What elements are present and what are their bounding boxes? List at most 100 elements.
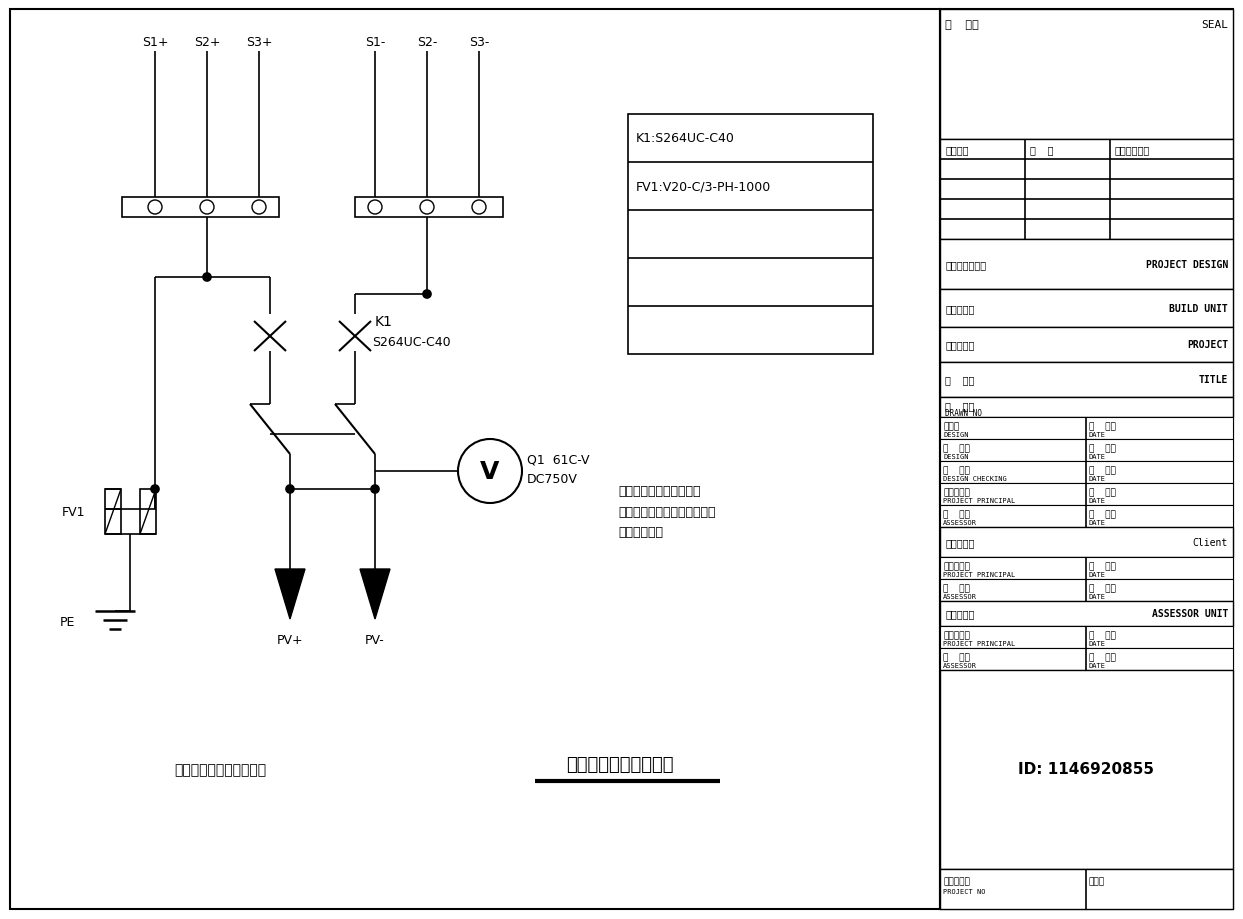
Text: PROJECT PRINCIPAL: PROJECT PRINCIPAL <box>943 572 1016 577</box>
Text: DATE: DATE <box>1089 497 1106 504</box>
Polygon shape <box>275 570 305 619</box>
Bar <box>940 601 1233 627</box>
Circle shape <box>148 200 162 215</box>
Text: DATE: DATE <box>1089 453 1106 460</box>
Text: 项目负责：: 项目负责： <box>943 630 970 640</box>
Circle shape <box>203 274 211 282</box>
Circle shape <box>420 200 434 215</box>
Text: SEAL: SEAL <box>1201 20 1228 30</box>
Text: 版号：: 版号： <box>1089 877 1105 886</box>
Text: 月  期：: 月 期： <box>1089 488 1116 497</box>
Text: 注：直流配电箱内含直流: 注：直流配电箱内含直流 <box>618 485 701 498</box>
Text: FV1: FV1 <box>62 505 86 518</box>
Bar <box>940 627 1233 648</box>
Text: DRAWN NO: DRAWN NO <box>945 409 982 418</box>
Circle shape <box>457 439 522 504</box>
Text: 日  期：: 日 期： <box>1089 562 1116 571</box>
Text: DATE: DATE <box>1089 641 1106 646</box>
Text: 日  期：: 日 期： <box>1089 444 1116 453</box>
Text: ASSESSOR: ASSESSOR <box>943 663 977 668</box>
Text: ASSESSOR: ASSESSOR <box>943 519 977 526</box>
Text: 绘图：: 绘图： <box>943 422 960 431</box>
Text: 设  计：: 设 计： <box>943 444 970 453</box>
Text: 施工单位：: 施工单位： <box>945 303 975 313</box>
Text: K1: K1 <box>375 314 393 329</box>
Text: 审  核：: 审 核： <box>943 510 970 519</box>
Text: S1+: S1+ <box>142 36 168 49</box>
Text: 图  号：: 图 号： <box>945 401 975 411</box>
Text: 日  期：: 日 期： <box>1089 630 1116 640</box>
Text: 日  期：: 日 期： <box>1089 422 1116 431</box>
Bar <box>940 528 1233 558</box>
Text: 日  期: 日 期 <box>1030 145 1054 154</box>
Text: DESIGN: DESIGN <box>943 453 968 460</box>
Bar <box>940 240 1233 289</box>
Bar <box>940 289 1233 328</box>
Text: K1:S264UC-C40: K1:S264UC-C40 <box>636 132 735 145</box>
Text: BUILD UNIT: BUILD UNIT <box>1170 303 1228 313</box>
Text: 项目负责：: 项目负责： <box>943 562 970 571</box>
Circle shape <box>252 200 266 215</box>
Bar <box>940 10 1233 909</box>
Text: 工程名称：: 工程名称： <box>945 340 975 349</box>
Text: 项目负责：: 项目负责： <box>943 488 970 497</box>
Text: S1-: S1- <box>364 36 385 49</box>
Circle shape <box>423 290 431 299</box>
Text: S2+: S2+ <box>194 36 220 49</box>
Bar <box>940 558 1233 579</box>
Text: PROJECT: PROJECT <box>1187 340 1228 349</box>
Text: TITLE: TITLE <box>1198 375 1228 384</box>
Text: Q1  61C-V: Q1 61C-V <box>527 453 589 466</box>
Text: PROJECT NO: PROJECT NO <box>943 888 986 894</box>
Text: FV1:V20-C/3-PH-1000: FV1:V20-C/3-PH-1000 <box>636 180 771 193</box>
Bar <box>122 198 278 218</box>
Text: 电压显示表。: 电压显示表。 <box>618 525 663 538</box>
Text: DESIGN: DESIGN <box>943 432 968 437</box>
Bar <box>940 670 1233 869</box>
Bar <box>940 483 1233 505</box>
Bar <box>940 869 1233 909</box>
Text: S3-: S3- <box>469 36 490 49</box>
Bar <box>940 439 1233 461</box>
Circle shape <box>150 485 159 494</box>
Circle shape <box>286 485 295 494</box>
Text: 校  对：: 校 对： <box>943 466 970 475</box>
Bar <box>940 328 1233 363</box>
Text: ASSESSOR: ASSESSOR <box>943 594 977 599</box>
Bar <box>940 398 1233 417</box>
Text: DATE: DATE <box>1089 572 1106 577</box>
Text: S3+: S3+ <box>246 36 272 49</box>
Text: PROJECT DESIGN: PROJECT DESIGN <box>1146 260 1228 269</box>
Text: 工程编号：: 工程编号： <box>943 877 970 886</box>
Text: DATE: DATE <box>1089 663 1106 668</box>
Text: PROJECT PRINCIPAL: PROJECT PRINCIPAL <box>943 497 1016 504</box>
Circle shape <box>368 200 382 215</box>
Text: 盖  章：: 盖 章： <box>945 20 978 30</box>
Text: PE: PE <box>60 615 76 628</box>
Text: DESIGN CHECKING: DESIGN CHECKING <box>943 475 1007 482</box>
Bar <box>628 115 873 355</box>
Text: 图  名：: 图 名： <box>945 375 975 384</box>
Text: DATE: DATE <box>1089 475 1106 482</box>
Bar <box>355 198 503 218</box>
Text: S264UC-C40: S264UC-C40 <box>372 335 451 348</box>
Text: PROJECT PRINCIPAL: PROJECT PRINCIPAL <box>943 641 1016 646</box>
Text: 修改标志: 修改标志 <box>945 145 968 154</box>
Bar <box>940 10 1233 140</box>
Text: DC750V: DC750V <box>527 473 578 486</box>
Polygon shape <box>360 570 390 619</box>
Circle shape <box>370 485 379 494</box>
Text: Client: Client <box>1193 538 1228 548</box>
Text: DATE: DATE <box>1089 594 1106 599</box>
Text: 方案设计单位：: 方案设计单位： <box>945 260 986 269</box>
Text: S2-: S2- <box>416 36 438 49</box>
Text: 审核单位：: 审核单位： <box>945 608 975 618</box>
Text: 直流配电柜电气原理图: 直流配电柜电气原理图 <box>567 755 674 773</box>
Text: 业主单位：: 业主单位： <box>945 538 975 548</box>
Text: PV+: PV+ <box>277 633 303 646</box>
Text: 审  核：: 审 核： <box>943 652 970 662</box>
Text: DATE: DATE <box>1089 432 1106 437</box>
Text: 日  期：: 日 期： <box>1089 652 1116 662</box>
Bar <box>104 490 121 535</box>
Text: DATE: DATE <box>1089 519 1106 526</box>
